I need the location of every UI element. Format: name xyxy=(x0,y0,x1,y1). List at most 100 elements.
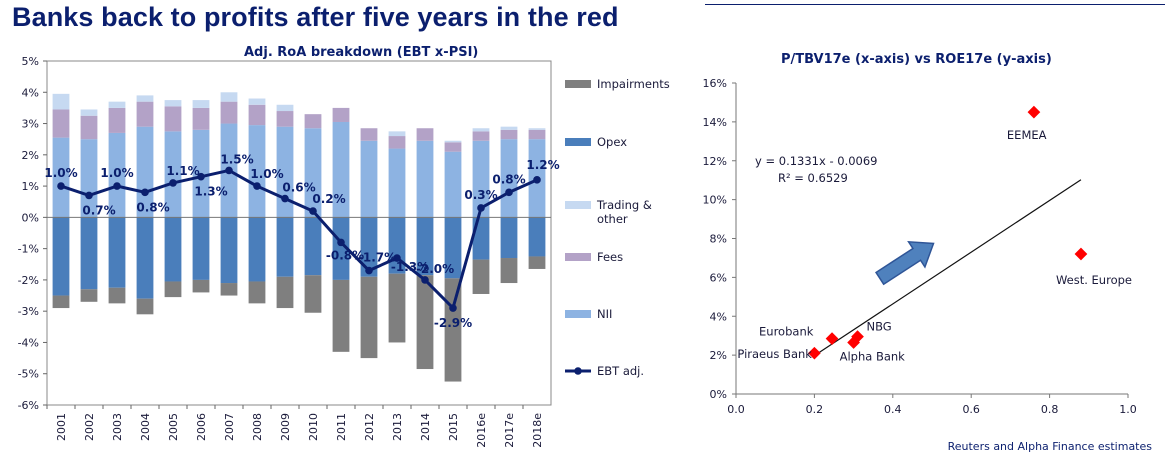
source-note: Reuters and Alpha Finance estimates xyxy=(947,440,1152,453)
scatter-point-label: Piraeus Bank xyxy=(737,347,812,361)
scatter-point xyxy=(1027,105,1041,119)
ebt-point xyxy=(449,304,457,312)
ebt-data-label: -2.0% xyxy=(416,262,454,276)
bar-segment-fees xyxy=(276,111,294,127)
bar-segment-opex xyxy=(136,217,154,299)
ebt-point xyxy=(113,182,121,190)
bar-segment-opex xyxy=(276,217,294,277)
bar-y-tick-label: 0% xyxy=(22,211,39,224)
bar-x-tick-label: 2018e xyxy=(531,413,544,448)
legend-label: Opex xyxy=(597,135,627,149)
bar-segment-trading-other xyxy=(388,131,406,137)
bar-segment-impairments xyxy=(500,258,518,284)
ebt-point xyxy=(505,188,513,197)
bar-y-tick-label: -6% xyxy=(18,399,39,412)
bar-segment-opex xyxy=(192,217,210,280)
bar-segment-opex xyxy=(220,217,238,284)
bar-segment-fees xyxy=(220,101,238,124)
bar-segment-opex xyxy=(248,217,266,282)
scatter-chart-title: P/TBV17e (x-axis) vs ROE17e (y-axis) xyxy=(781,52,1052,67)
bar-x-tick-label: 2011 xyxy=(335,413,348,441)
ebt-data-label: -0.8% xyxy=(326,248,364,262)
bar-x-tick-label: 2013 xyxy=(391,413,404,441)
scatter-y-tick-label: 14% xyxy=(703,116,727,129)
bar-segment-nii xyxy=(388,148,406,218)
bar-x-tick-label: 2017e xyxy=(503,413,516,448)
bar-chart-title: Adj. RoA breakdown (EBT x-PSI) xyxy=(244,45,479,60)
ebt-data-label: -1.7% xyxy=(358,251,396,265)
bar-segment-trading-other xyxy=(248,98,266,105)
bar-segment-fees xyxy=(472,131,490,141)
bar-segment-trading-other xyxy=(472,128,490,132)
legend-label: Fees xyxy=(597,250,623,264)
bar-segment-opex xyxy=(80,217,98,290)
bar-x-tick-label: 2003 xyxy=(111,413,124,441)
bar-x-tick-label: 2007 xyxy=(223,413,236,441)
trend-arrow-icon xyxy=(874,240,935,286)
bar-segment-opex xyxy=(444,217,462,279)
bar-segment-impairments xyxy=(80,289,98,302)
bar-segment-opex xyxy=(360,217,378,277)
bar-segment-fees xyxy=(332,107,350,122)
bar-segment-opex xyxy=(164,217,182,282)
ebt-data-label: 1.1% xyxy=(166,164,199,178)
bar-x-tick-label: 2006 xyxy=(195,413,208,441)
bar-y-tick-label: -4% xyxy=(18,336,39,349)
bar-y-tick-label: -3% xyxy=(18,305,39,318)
bar-segment-fees xyxy=(360,128,378,141)
ebt-data-label: 1.0% xyxy=(44,166,77,180)
bar-segment-impairments xyxy=(52,295,70,309)
bar-segment-trading-other xyxy=(220,92,238,102)
ebt-data-label: -1.3% xyxy=(391,260,429,274)
ebt-data-label: 1.2% xyxy=(526,158,559,172)
bar-segment-opex xyxy=(528,217,546,257)
ebt-data-label: 0.3% xyxy=(464,188,497,202)
bar-y-tick-label: 4% xyxy=(22,86,39,99)
bar-segment-nii xyxy=(360,140,378,218)
bar-segment-trading-other xyxy=(276,104,294,112)
bar-segment-fees xyxy=(248,104,266,126)
bar-segment-trading-other xyxy=(528,128,546,130)
scatter-y-tick-label: 8% xyxy=(710,233,727,246)
bar-segment-impairments xyxy=(136,298,154,315)
bar-segment-nii xyxy=(248,125,266,218)
scatter-y-tick-label: 2% xyxy=(710,349,727,362)
bar-segment-fees xyxy=(500,129,518,140)
bar-segment-fees xyxy=(388,136,406,149)
bar-segment-opex xyxy=(52,217,70,296)
bar-y-tick-label: -2% xyxy=(18,274,39,287)
ebt-point xyxy=(141,188,149,197)
scatter-point xyxy=(825,332,839,345)
bar-segment-fees xyxy=(304,114,322,129)
bar-segment-trading-other xyxy=(80,109,98,116)
bar-segment-nii xyxy=(500,139,518,218)
ebt-point xyxy=(85,191,93,200)
bar-x-tick-label: 2012 xyxy=(363,413,376,441)
legend-swatch-fees xyxy=(565,253,591,261)
bar-segment-nii xyxy=(332,121,350,218)
scatter-point xyxy=(1074,247,1088,261)
scatter-y-tick-label: 6% xyxy=(710,271,727,284)
bar-segment-opex xyxy=(416,217,434,276)
legend-label: EBT adj. xyxy=(597,364,644,378)
scatter-point-label: EEMEA xyxy=(1007,128,1047,142)
bar-x-tick-label: 2010 xyxy=(307,413,320,441)
ebt-point xyxy=(533,176,541,184)
bar-segment-impairments xyxy=(472,259,490,294)
legend-swatch-impairments xyxy=(565,80,591,88)
trendline-r-squared: R² = 0.6529 xyxy=(778,171,848,185)
ebt-point xyxy=(477,204,485,212)
bar-segment-nii xyxy=(444,151,462,218)
ebt-data-label: 1.5% xyxy=(220,152,253,166)
bar-segment-fees xyxy=(528,129,546,140)
ebt-line xyxy=(60,168,538,311)
scatter-point-label: West. Europe xyxy=(1056,273,1132,287)
ebt-point xyxy=(281,194,289,203)
bar-segment-opex xyxy=(332,217,350,280)
bar-segment-impairments xyxy=(248,281,266,304)
scatter-x-tick-label: 1.0 xyxy=(1119,403,1137,416)
bar-segment-trading-other xyxy=(136,95,154,102)
ebt-point xyxy=(169,179,177,187)
ebt-data-label: 1.0% xyxy=(100,166,133,180)
bar-segment-impairments xyxy=(220,283,238,296)
